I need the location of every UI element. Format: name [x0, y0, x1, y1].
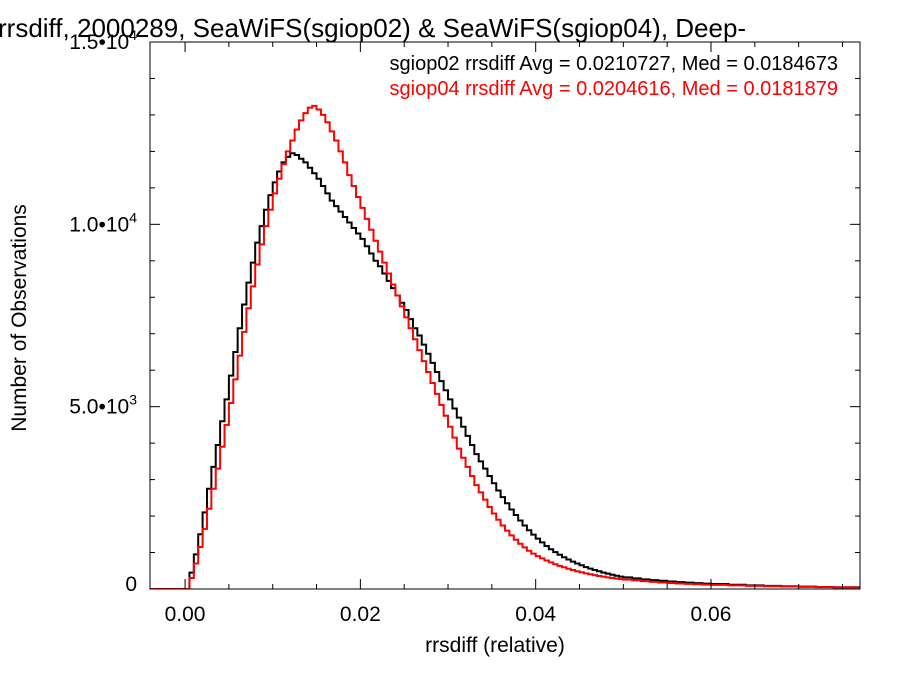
x-tick-label: 0.00	[165, 603, 206, 626]
series-line-2	[150, 104, 860, 589]
chart-title: rrsdiff, 2000289, SeaWiFS(sgiop02) & Sea…	[0, 13, 746, 43]
y-axis-title: Number of Observations	[8, 204, 31, 432]
y-axis: 0 5.0•103 1.0•104 1.5•104	[69, 27, 860, 596]
series-layer	[150, 104, 860, 589]
x-axis: 0.00 0.02 0.04 0.06	[165, 42, 843, 626]
x-tick-label: 0.02	[340, 603, 381, 626]
plot-frame	[149, 41, 861, 590]
y-tick-label: 5.0•103	[69, 392, 137, 419]
stats-line-2: sgiop04 rrsdiff Avg = 0.0204616, Med = 0…	[390, 78, 839, 100]
series-line-1	[150, 152, 860, 589]
stats-legend: sgiop02 rrsdiff Avg = 0.0210727, Med = 0…	[390, 53, 839, 100]
stats-line-1: sgiop02 rrsdiff Avg = 0.0210727, Med = 0…	[390, 53, 839, 75]
y-tick-label: 1.0•104	[69, 209, 137, 236]
y-tick-label: 0	[125, 573, 137, 596]
x-axis-title: rrsdiff (relative)	[425, 634, 565, 657]
y-tick-label: 1.5•104	[69, 27, 137, 54]
x-tick-label: 0.04	[515, 603, 556, 626]
x-tick-label: 0.06	[691, 603, 732, 626]
